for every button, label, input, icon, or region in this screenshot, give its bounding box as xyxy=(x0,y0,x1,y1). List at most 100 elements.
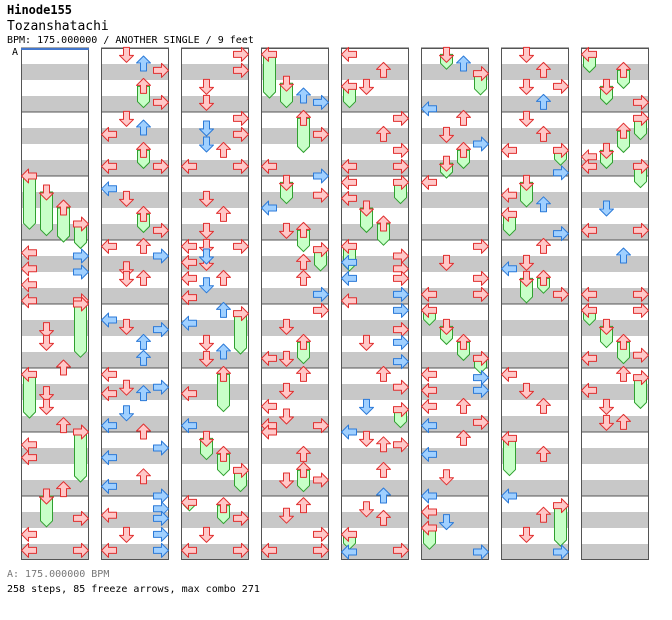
up-arrow-icon xyxy=(296,269,311,286)
down-arrow-icon xyxy=(199,430,214,447)
up-arrow-icon xyxy=(296,497,311,514)
grid-band xyxy=(181,160,249,176)
down-arrow-icon xyxy=(439,318,454,335)
grid-band xyxy=(501,288,569,304)
up-arrow-icon xyxy=(536,196,551,213)
up-arrow-icon xyxy=(296,445,311,462)
left-arrow-icon xyxy=(21,366,37,382)
grid-band xyxy=(181,512,249,528)
right-arrow-icon xyxy=(393,542,409,558)
left-arrow-icon xyxy=(341,293,357,309)
left-arrow-icon xyxy=(181,386,197,402)
left-arrow-icon xyxy=(501,142,517,158)
right-arrow-icon xyxy=(633,222,649,238)
grid-band xyxy=(581,320,649,336)
down-arrow-icon xyxy=(359,334,374,351)
right-arrow-icon xyxy=(393,110,409,126)
right-arrow-icon xyxy=(393,142,409,158)
grid-band xyxy=(21,288,89,304)
left-arrow-icon xyxy=(581,286,597,302)
down-arrow-icon xyxy=(599,200,614,217)
grid-band xyxy=(21,192,89,208)
grid-band xyxy=(581,96,649,112)
left-arrow-icon xyxy=(501,366,517,382)
grid-band xyxy=(421,320,489,336)
up-arrow-icon xyxy=(616,365,631,382)
right-arrow-icon xyxy=(233,306,249,322)
grid-band xyxy=(261,512,329,528)
left-arrow-icon xyxy=(181,290,197,306)
freeze-arrow-body xyxy=(520,181,533,208)
up-arrow-icon xyxy=(296,109,311,126)
grid-band xyxy=(21,352,89,368)
down-arrow-icon xyxy=(279,222,294,239)
right-arrow-icon xyxy=(313,187,329,203)
grid-band xyxy=(181,448,249,464)
left-arrow-icon xyxy=(421,174,437,190)
grid-band xyxy=(181,352,249,368)
left-arrow-icon xyxy=(101,418,117,434)
right-arrow-icon xyxy=(233,510,249,526)
right-arrow-icon xyxy=(393,379,409,395)
up-arrow-icon xyxy=(136,385,151,402)
up-arrow-icon xyxy=(616,61,631,78)
down-arrow-icon xyxy=(199,248,214,265)
left-arrow-icon xyxy=(101,238,117,254)
down-arrow-icon xyxy=(39,184,54,201)
left-arrow-icon xyxy=(421,446,437,462)
down-arrow-icon xyxy=(39,398,54,415)
down-arrow-icon xyxy=(119,190,134,207)
up-arrow-icon xyxy=(216,497,231,514)
up-arrow-icon xyxy=(296,461,311,478)
grid-band xyxy=(341,64,409,80)
freeze-arrow-body xyxy=(23,175,36,230)
grid-band xyxy=(581,64,649,80)
left-arrow-icon xyxy=(261,200,277,216)
down-arrow-icon xyxy=(599,142,614,159)
right-arrow-icon xyxy=(73,510,89,526)
left-arrow-icon xyxy=(261,158,277,174)
up-arrow-icon xyxy=(376,61,391,78)
freeze-arrow-body xyxy=(40,191,53,237)
grid-band xyxy=(181,480,249,496)
right-arrow-icon xyxy=(393,174,409,190)
left-arrow-icon xyxy=(101,478,117,494)
left-arrow-icon xyxy=(21,168,37,184)
left-arrow-icon xyxy=(181,542,197,558)
down-arrow-icon xyxy=(359,200,374,217)
right-arrow-icon xyxy=(73,542,89,558)
grid-band xyxy=(501,64,569,80)
grid-band xyxy=(581,160,649,176)
right-arrow-icon xyxy=(553,165,569,181)
right-arrow-icon xyxy=(233,462,249,478)
grid-band xyxy=(581,128,649,144)
grid-band xyxy=(261,160,329,176)
left-arrow-icon xyxy=(421,398,437,414)
right-arrow-icon xyxy=(473,66,489,82)
grid-band xyxy=(261,544,329,560)
left-arrow-icon xyxy=(581,302,597,318)
up-arrow-icon xyxy=(376,436,391,453)
down-arrow-icon xyxy=(519,174,534,191)
right-arrow-icon xyxy=(153,526,169,542)
up-arrow-icon xyxy=(536,269,551,286)
left-arrow-icon xyxy=(581,222,597,238)
grid-band xyxy=(21,448,89,464)
right-arrow-icon xyxy=(633,302,649,318)
left-arrow-icon xyxy=(101,386,117,402)
section-marker: A xyxy=(12,47,19,58)
left-arrow-icon xyxy=(341,424,357,440)
freeze-arrow-body xyxy=(360,207,373,234)
up-arrow-icon xyxy=(136,119,151,136)
right-arrow-icon xyxy=(393,354,409,370)
grid-band xyxy=(261,192,329,208)
left-arrow-icon xyxy=(501,206,517,222)
up-arrow-icon xyxy=(456,429,471,446)
right-arrow-icon xyxy=(553,498,569,514)
right-arrow-icon xyxy=(233,110,249,126)
down-arrow-icon xyxy=(279,318,294,335)
left-arrow-icon xyxy=(101,312,117,328)
right-arrow-icon xyxy=(233,62,249,78)
left-arrow-icon xyxy=(421,488,437,504)
up-arrow-icon xyxy=(216,343,231,360)
